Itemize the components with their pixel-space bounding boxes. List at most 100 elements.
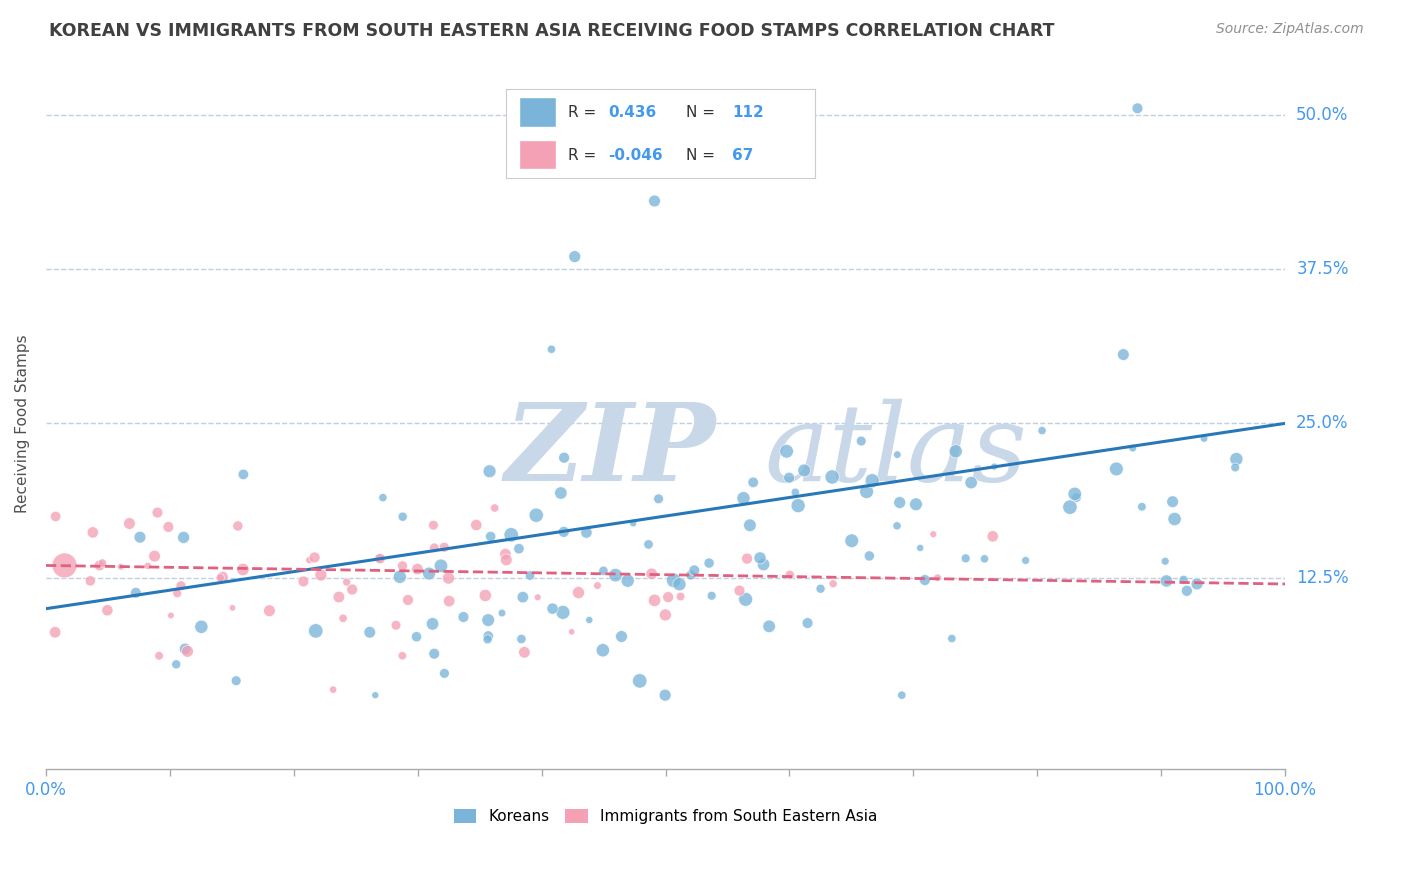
Point [775, 444, 797, 458]
Text: 50.0%: 50.0% [1296, 105, 1348, 123]
Point [328, 590, 350, 604]
Y-axis label: Receiving Food Stamps: Receiving Food Stamps [15, 334, 30, 513]
Point [336, 575, 359, 590]
Point [430, 558, 453, 573]
FancyBboxPatch shape [519, 97, 555, 127]
Point [1130, 500, 1153, 514]
Point [477, 629, 499, 643]
Point [44, 625, 66, 640]
Point [129, 530, 152, 544]
Point [889, 495, 911, 509]
Text: Source: ZipAtlas.com: Source: ZipAtlas.com [1216, 22, 1364, 37]
Point [735, 551, 758, 566]
Point [728, 583, 751, 598]
Point [890, 688, 912, 702]
FancyBboxPatch shape [519, 140, 555, 169]
Point [1066, 491, 1088, 505]
Point [561, 624, 583, 639]
Point [406, 562, 429, 576]
Point [628, 673, 651, 688]
Point [148, 648, 170, 663]
Point [605, 568, 627, 582]
Point [810, 582, 832, 596]
Point [396, 593, 419, 607]
Point [647, 491, 669, 506]
Point [332, 611, 354, 625]
Point [749, 550, 772, 565]
Point [841, 533, 863, 548]
Point [700, 589, 723, 603]
Point [478, 464, 501, 478]
Point [758, 619, 780, 633]
Point [211, 570, 233, 584]
Point [1112, 347, 1135, 361]
Point [981, 529, 1004, 543]
Point [125, 586, 148, 600]
Point [697, 556, 720, 570]
Point [477, 613, 499, 627]
Point [508, 541, 530, 556]
Point [669, 590, 692, 604]
Point [423, 541, 446, 555]
Point [391, 509, 413, 524]
Text: -0.046: -0.046 [609, 148, 662, 162]
Point [734, 592, 756, 607]
Point [422, 616, 444, 631]
Point [526, 591, 548, 605]
Point [637, 537, 659, 551]
Point [640, 566, 662, 581]
Point [592, 564, 614, 578]
Point [823, 576, 845, 591]
Point [679, 568, 702, 582]
Point [221, 600, 243, 615]
Point [418, 566, 440, 581]
Point [422, 518, 444, 533]
Point [1163, 512, 1185, 526]
Point [146, 506, 169, 520]
Point [858, 549, 880, 563]
Point [359, 625, 381, 640]
Point [453, 610, 475, 624]
Point [437, 571, 460, 585]
Text: 37.5%: 37.5% [1296, 260, 1348, 278]
Point [474, 589, 496, 603]
Point [785, 485, 807, 500]
Point [437, 594, 460, 608]
Point [886, 518, 908, 533]
Point [110, 559, 132, 574]
Point [733, 491, 755, 506]
Point [644, 194, 666, 208]
Point [654, 607, 676, 622]
Point [433, 666, 456, 681]
Point [45, 509, 67, 524]
Point [945, 444, 967, 458]
Point [683, 563, 706, 577]
Point [368, 551, 391, 566]
Point [1126, 101, 1149, 115]
Point [305, 624, 328, 638]
Point [851, 434, 873, 448]
Point [1173, 573, 1195, 587]
Point [796, 616, 818, 631]
Point [908, 541, 931, 555]
Point [209, 571, 232, 585]
Point [1192, 432, 1215, 446]
Point [322, 682, 344, 697]
Point [621, 516, 644, 531]
Point [662, 574, 685, 588]
Point [654, 688, 676, 702]
Text: 25.0%: 25.0% [1296, 415, 1348, 433]
Point [1185, 577, 1208, 591]
Point [821, 470, 844, 484]
Point [491, 606, 513, 620]
Point [512, 590, 534, 604]
Point [232, 562, 254, 576]
Point [551, 606, 574, 620]
Point [53, 558, 76, 573]
Point [494, 547, 516, 561]
Point [143, 549, 166, 563]
Text: atlas: atlas [765, 399, 1028, 504]
Point [1122, 441, 1144, 455]
Point [510, 632, 533, 646]
Point [578, 613, 600, 627]
